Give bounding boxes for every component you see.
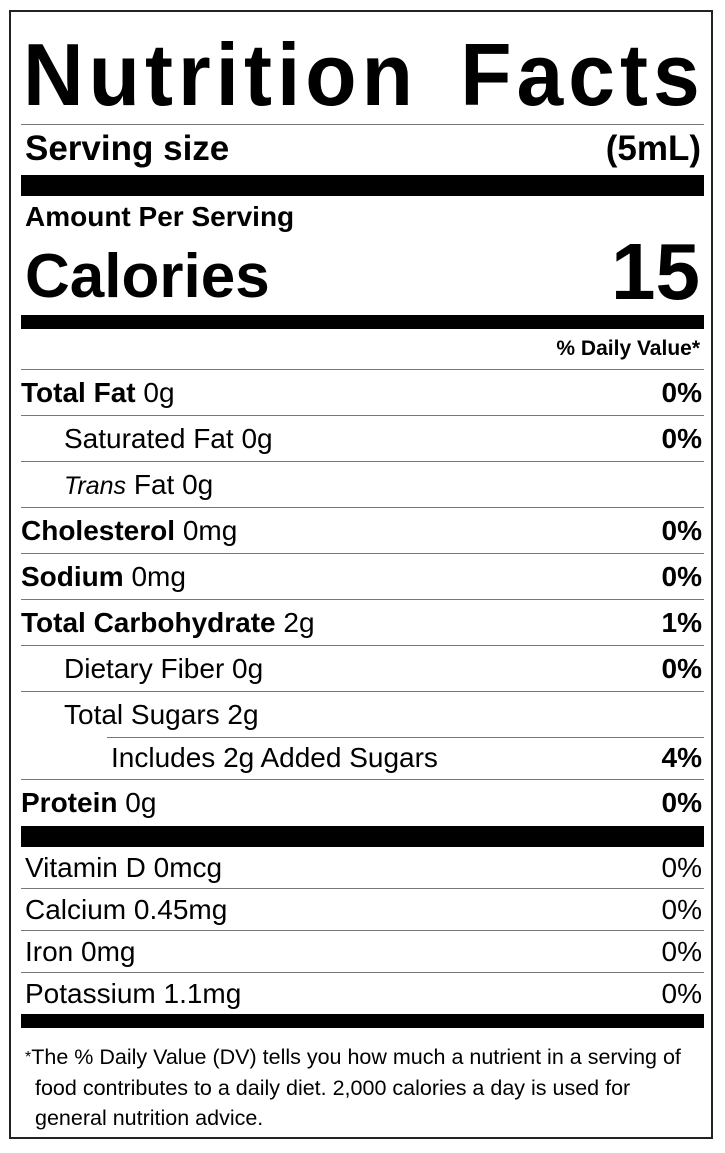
nutrient-dv: 0% [661, 787, 702, 818]
nutrient-name: Total Fat [21, 377, 136, 408]
serving-size-row: Serving size (5mL) [21, 125, 704, 175]
nutrient-amount: 0mg [131, 561, 186, 592]
nutrient-row-trans-fat: Trans Fat 0g [21, 461, 704, 507]
nutrient-name: Sodium [21, 561, 124, 592]
nutrient-name: Trans [64, 472, 127, 500]
nutrient-dv: 0% [661, 561, 702, 592]
nutrient-dv: 0% [661, 377, 702, 408]
vitamin-dv: 0% [661, 978, 702, 1009]
nutrient-dv: 1% [661, 607, 702, 638]
vitamin-row-iron: Iron 0mg 0% [21, 930, 704, 972]
nutrient-name: Cholesterol [21, 515, 176, 546]
nutrition-facts-label: Nutrition Facts Serving size (5mL) Amoun… [9, 10, 713, 1139]
nutrient-row-added-sugars: Includes 2g Added Sugars 4% [21, 737, 704, 779]
nutrient-dv: 0% [661, 515, 702, 546]
nutrient-amount: 0g [125, 787, 157, 818]
nutrient-amount: 0mg [182, 515, 238, 546]
nutrient-row-cholesterol: Cholesterol 0mg 0% [21, 507, 704, 553]
label-title: Nutrition Facts [23, 25, 705, 124]
daily-value-header: % Daily Value* [556, 337, 700, 360]
nutrient-name: Includes 2g Added Sugars [111, 742, 438, 773]
amount-per-serving: Amount Per Serving [25, 201, 295, 232]
vitamin-dv: 0% [661, 852, 702, 883]
vitamin-label: Calcium 0.45mg [25, 894, 228, 925]
nutrient-amount: 0g [241, 423, 273, 454]
nutrient-amount: 0g [143, 377, 175, 408]
nutrient-row-total-sugars: Total Sugars 2g [21, 691, 704, 737]
vitamin-row-calcium: Calcium 0.45mg 0% [21, 888, 704, 930]
calories-label: Calories [25, 242, 270, 311]
thick-divider [21, 175, 704, 196]
calories-row: Calories 15 [21, 232, 704, 312]
nutrient-amount: 2g [283, 607, 315, 638]
nutrient-amount: 0g [182, 469, 214, 500]
nutrient-name-rest: Fat [133, 469, 175, 500]
footnote: *The % Daily Value (DV) tells you how mu… [21, 1028, 704, 1133]
nutrient-row-sodium: Sodium 0mg 0% [21, 553, 704, 599]
thick-divider [21, 826, 704, 847]
divider [107, 737, 704, 738]
nutrient-name: Total Carbohydrate [21, 607, 276, 638]
calories-value: 15 [611, 227, 700, 316]
nutrient-amount: 2g [227, 699, 259, 730]
nutrient-amount: 0g [232, 653, 264, 684]
nutrient-row-dietary-fiber: Dietary Fiber 0g 0% [21, 645, 704, 691]
vitamin-row-potassium: Potassium 1.1mg 0% [21, 972, 704, 1014]
thick-divider [21, 1014, 704, 1028]
vitamin-row-vitamin-d: Vitamin D 0mcg 0% [21, 847, 704, 888]
nutrient-row-protein: Protein 0g 0% [21, 779, 704, 824]
nutrient-name: Total Sugars [64, 699, 220, 730]
vitamin-label: Vitamin D 0mcg [25, 852, 223, 883]
vitamin-label: Iron 0mg [25, 936, 136, 967]
nutrient-name: Dietary Fiber [64, 653, 225, 684]
nutrient-row-total-fat: Total Fat 0g 0% [21, 369, 704, 415]
nutrient-name: Saturated Fat [64, 423, 234, 454]
footnote-star: * [25, 1049, 32, 1066]
divider [21, 124, 704, 125]
nutrient-dv: 0% [661, 653, 702, 684]
nutrient-row-saturated-fat: Saturated Fat 0g 0% [21, 415, 704, 461]
nutrient-dv: 0% [661, 423, 702, 454]
vitamin-dv: 0% [661, 894, 702, 925]
nutrient-row-total-carbohydrate: Total Carbohydrate 2g 1% [21, 599, 704, 645]
vitamin-dv: 0% [661, 936, 702, 967]
serving-size-label: Serving size [25, 129, 230, 168]
vitamin-label: Potassium 1.1mg [25, 978, 242, 1009]
nutrient-name: Protein [21, 787, 118, 818]
footnote-text: The % Daily Value (DV) tells you how muc… [31, 1045, 681, 1130]
serving-size-value: (5mL) [605, 129, 701, 168]
nutrient-dv: 4% [661, 742, 702, 773]
thick-divider [21, 315, 704, 329]
